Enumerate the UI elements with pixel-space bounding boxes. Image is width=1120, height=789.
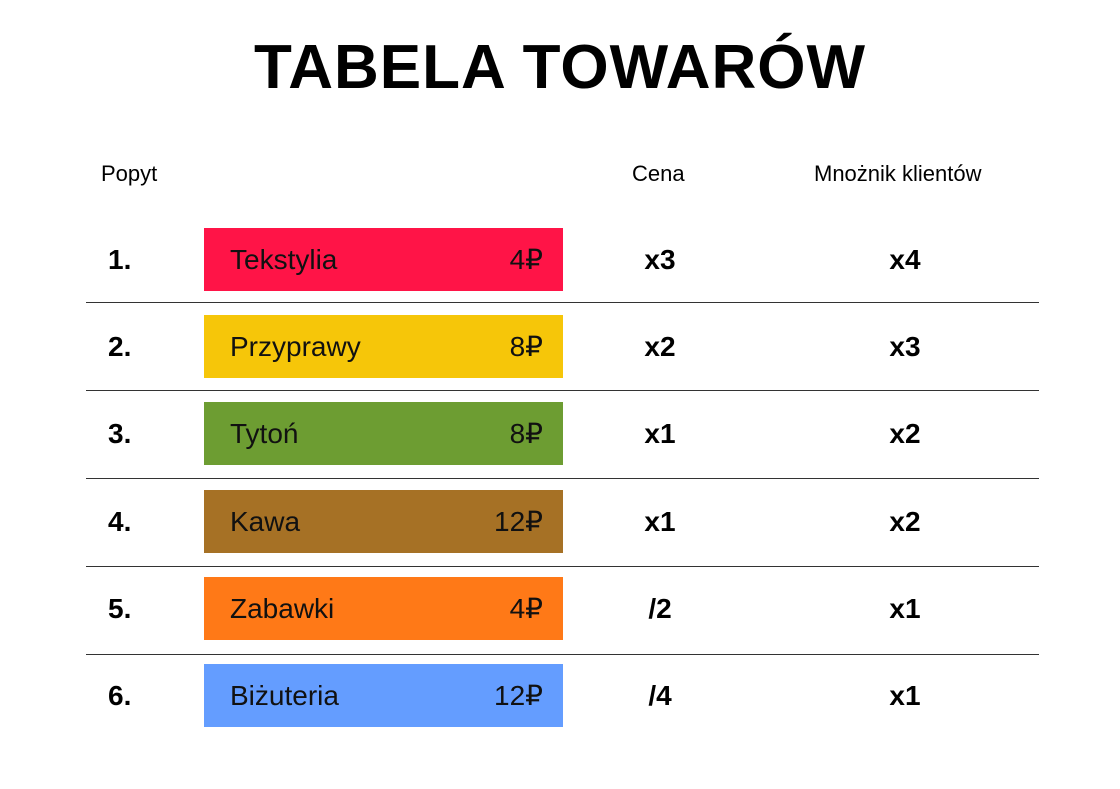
cena-value: /2 bbox=[648, 593, 672, 624]
mnoznik-value: x1 bbox=[889, 593, 921, 624]
mnoznik-value: x2 bbox=[889, 506, 921, 537]
mnoznik-value: x3 bbox=[889, 331, 921, 362]
table-row: 4. Kawa 12₽ x1 x2 bbox=[0, 490, 1120, 553]
cena-value: x2 bbox=[644, 331, 676, 362]
goods-name: Zabawki bbox=[230, 592, 335, 624]
mnoznik-value: x1 bbox=[889, 680, 921, 711]
goods-bar: Przyprawy 8₽ bbox=[204, 315, 563, 378]
page-title: TABELA TOWARÓW bbox=[253, 33, 867, 102]
goods-bar: Tekstylia 4₽ bbox=[204, 228, 563, 291]
table-row: 6. Biżuteria 12₽ /4 x1 bbox=[0, 664, 1120, 727]
goods-name: Kawa bbox=[230, 505, 301, 537]
row-divider bbox=[86, 566, 1039, 567]
rank-number: 6. bbox=[108, 680, 132, 711]
rank-number: 3. bbox=[108, 418, 132, 449]
row-divider bbox=[86, 302, 1039, 303]
table-row: 2. Przyprawy 8₽ x2 x3 bbox=[0, 315, 1120, 378]
cena-value: /4 bbox=[648, 680, 672, 711]
cena-value: x3 bbox=[644, 244, 676, 275]
mnoznik-value: x4 bbox=[889, 244, 921, 275]
column-header-mnoznik: Mnożnik klientów bbox=[814, 161, 982, 186]
goods-bar: Biżuteria 12₽ bbox=[204, 664, 563, 727]
goods-name: Tekstylia bbox=[230, 243, 338, 275]
goods-price: 12₽ bbox=[494, 680, 543, 711]
goods-price: 4₽ bbox=[509, 593, 543, 624]
table-row: 1. Tekstylia 4₽ x3 x4 bbox=[0, 228, 1120, 291]
row-divider bbox=[86, 478, 1039, 479]
rank-number: 1. bbox=[108, 244, 132, 275]
cena-value: x1 bbox=[644, 418, 676, 449]
goods-price: 8₽ bbox=[509, 418, 543, 449]
goods-price: 8₽ bbox=[509, 331, 543, 362]
row-divider bbox=[86, 654, 1039, 655]
goods-bar: Kawa 12₽ bbox=[204, 490, 563, 553]
goods-price: 12₽ bbox=[494, 506, 543, 537]
rank-number: 5. bbox=[108, 593, 132, 624]
column-header-popyt: Popyt bbox=[101, 161, 158, 186]
goods-name: Biżuteria bbox=[230, 679, 339, 711]
goods-name: Tytoń bbox=[230, 417, 299, 449]
rank-number: 4. bbox=[108, 506, 132, 537]
goods-name: Przyprawy bbox=[230, 330, 361, 362]
goods-bar: Tytoń 8₽ bbox=[204, 402, 563, 465]
table-row: 5. Zabawki 4₽ /2 x1 bbox=[0, 577, 1120, 640]
mnoznik-value: x2 bbox=[889, 418, 921, 449]
rank-number: 2. bbox=[108, 331, 132, 362]
cena-value: x1 bbox=[644, 506, 676, 537]
table-row: 3. Tytoń 8₽ x1 x2 bbox=[0, 402, 1120, 465]
goods-price: 4₽ bbox=[509, 244, 543, 275]
goods-bar: Zabawki 4₽ bbox=[204, 577, 563, 640]
column-header-cena: Cena bbox=[632, 161, 685, 186]
row-divider bbox=[86, 390, 1039, 391]
